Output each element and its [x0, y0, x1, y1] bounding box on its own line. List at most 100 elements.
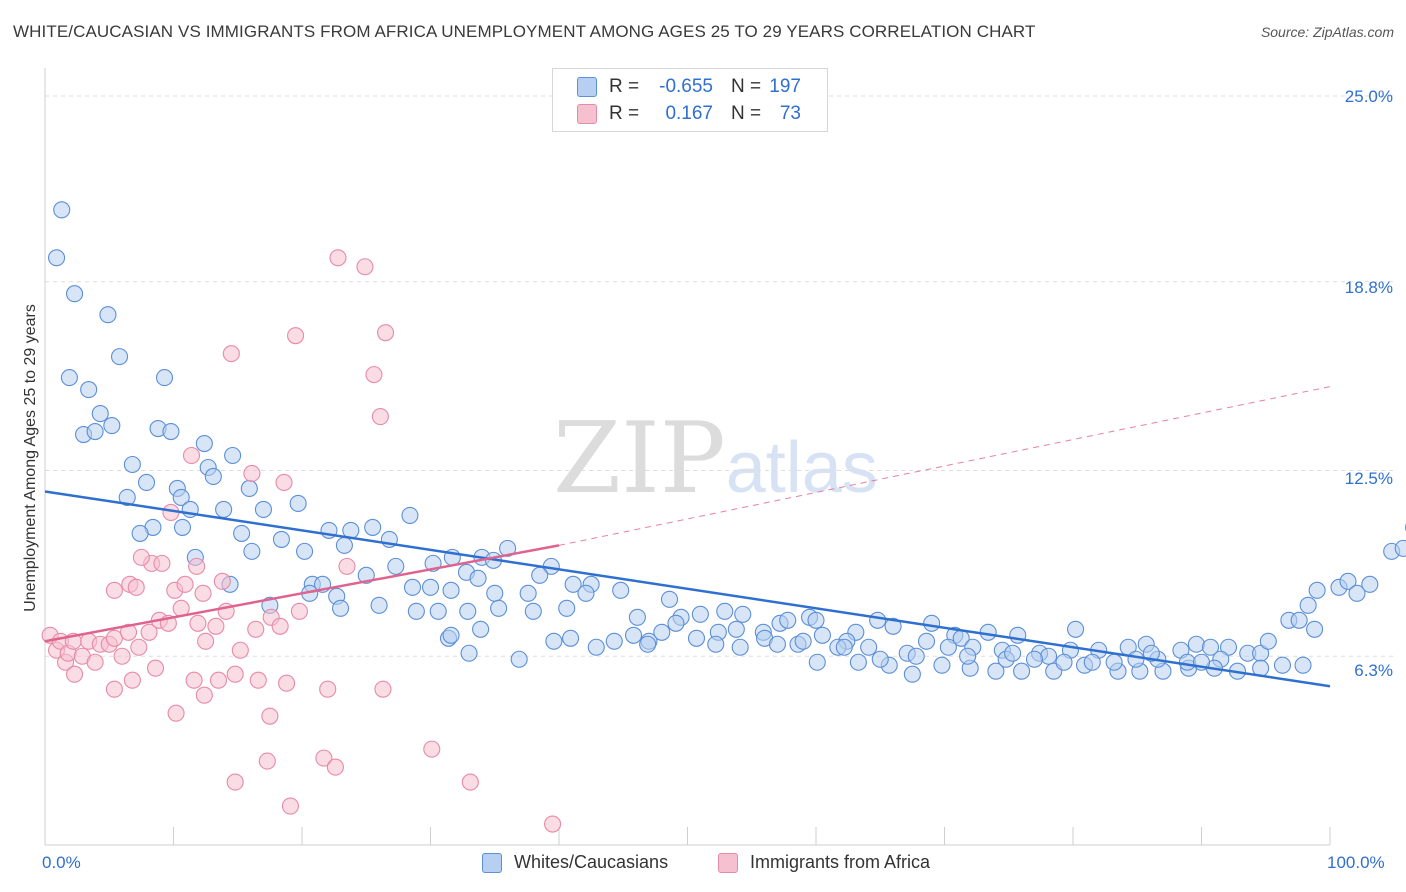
- point-whites: [118, 488, 136, 507]
- legend-item-africa[interactable]: Immigrants from Africa: [718, 852, 930, 873]
- point-whites: [768, 635, 787, 653]
- point-whites: [289, 494, 307, 512]
- point-whites: [80, 381, 98, 399]
- point-whites: [903, 665, 921, 683]
- watermark: ZIPatlas: [553, 402, 878, 516]
- point-whites: [871, 650, 889, 668]
- point-africa: [287, 327, 305, 345]
- point-africa: [261, 707, 279, 725]
- point-whites: [1361, 575, 1379, 593]
- point-whites: [486, 584, 504, 602]
- point-whites: [562, 629, 580, 647]
- point-whites: [808, 653, 826, 671]
- grid-lines: [45, 95, 1395, 657]
- axes: [44, 68, 1331, 846]
- point-africa: [290, 602, 308, 620]
- point-whites: [1294, 656, 1312, 674]
- point-whites: [731, 638, 749, 656]
- point-whites: [53, 201, 71, 219]
- point-whites: [272, 530, 290, 548]
- point-whites: [979, 623, 997, 641]
- point-whites: [110, 348, 129, 366]
- point-africa: [119, 623, 138, 641]
- point-whites: [224, 446, 242, 465]
- point-whites: [1299, 596, 1317, 614]
- source-label: Source: ZipAtlas.com: [1260, 24, 1394, 40]
- point-whites: [519, 584, 537, 602]
- point-africa: [146, 659, 165, 677]
- y-tick-label: 6.3%: [1354, 661, 1393, 680]
- point-whites: [716, 602, 734, 620]
- point-africa: [207, 617, 225, 635]
- point-whites: [499, 539, 517, 557]
- point-africa: [113, 647, 131, 665]
- point-whites: [727, 620, 745, 638]
- point-whites: [215, 500, 233, 518]
- y-axis-label: Unemployment Among Ages 25 to 29 years: [22, 304, 39, 612]
- y-tick-label: 12.5%: [1344, 469, 1393, 488]
- point-africa: [243, 464, 261, 483]
- point-whites: [923, 614, 941, 632]
- point-whites: [917, 632, 936, 650]
- point-whites: [907, 647, 925, 665]
- point-africa: [247, 620, 265, 638]
- point-africa: [127, 578, 145, 596]
- point-whites: [421, 578, 440, 596]
- point-whites: [243, 542, 261, 560]
- point-whites: [587, 638, 605, 656]
- point-whites: [531, 566, 549, 584]
- point-whites: [1013, 662, 1031, 680]
- point-africa: [275, 473, 293, 492]
- point-whites: [1306, 620, 1324, 638]
- x-tick-label: 0.0%: [42, 853, 81, 872]
- legend-n-label: N =: [731, 103, 762, 124]
- point-whites: [1127, 650, 1145, 668]
- point-whites: [1083, 653, 1101, 671]
- point-whites: [331, 599, 350, 617]
- point-whites: [490, 599, 508, 617]
- point-whites: [60, 369, 78, 387]
- point-whites: [813, 626, 831, 644]
- legend-swatch-africa: [577, 104, 597, 124]
- point-whites: [469, 569, 487, 587]
- point-whites: [545, 632, 563, 650]
- point-africa: [231, 641, 249, 659]
- point-whites: [687, 629, 706, 647]
- point-whites: [442, 626, 460, 644]
- point-africa: [188, 557, 206, 575]
- point-africa: [315, 749, 333, 767]
- point-whites: [442, 581, 460, 599]
- point-whites: [1219, 638, 1238, 656]
- point-whites: [1187, 635, 1205, 653]
- point-africa: [376, 324, 395, 342]
- point-africa: [185, 671, 203, 689]
- point-africa: [123, 671, 141, 689]
- point-africa: [86, 653, 104, 671]
- legend-item-whites[interactable]: Whites/Caucasians: [482, 852, 668, 873]
- watermark-zip: ZIP: [553, 402, 726, 516]
- point-africa: [105, 680, 123, 698]
- point-africa: [209, 671, 228, 689]
- point-whites: [849, 653, 867, 671]
- point-whites: [987, 662, 1005, 680]
- point-africa: [338, 557, 356, 575]
- legend-r-label: R =: [609, 76, 640, 97]
- point-africa: [153, 554, 171, 572]
- y-tick-label: 25.0%: [1344, 87, 1393, 106]
- point-whites: [734, 605, 752, 623]
- point-whites: [195, 434, 213, 453]
- point-africa: [374, 680, 392, 698]
- legend-n-value: 197: [769, 76, 801, 97]
- point-whites: [103, 416, 121, 435]
- point-whites: [1308, 581, 1326, 599]
- point-whites: [204, 467, 222, 486]
- x-tick-label: 100.0%: [1327, 853, 1385, 872]
- series-whites-points: [48, 201, 1406, 683]
- point-whites: [660, 590, 679, 608]
- point-africa: [176, 575, 194, 593]
- point-whites: [794, 632, 812, 650]
- point-whites: [459, 602, 477, 620]
- trend-line-whites: [44, 490, 1331, 688]
- point-whites: [137, 473, 156, 492]
